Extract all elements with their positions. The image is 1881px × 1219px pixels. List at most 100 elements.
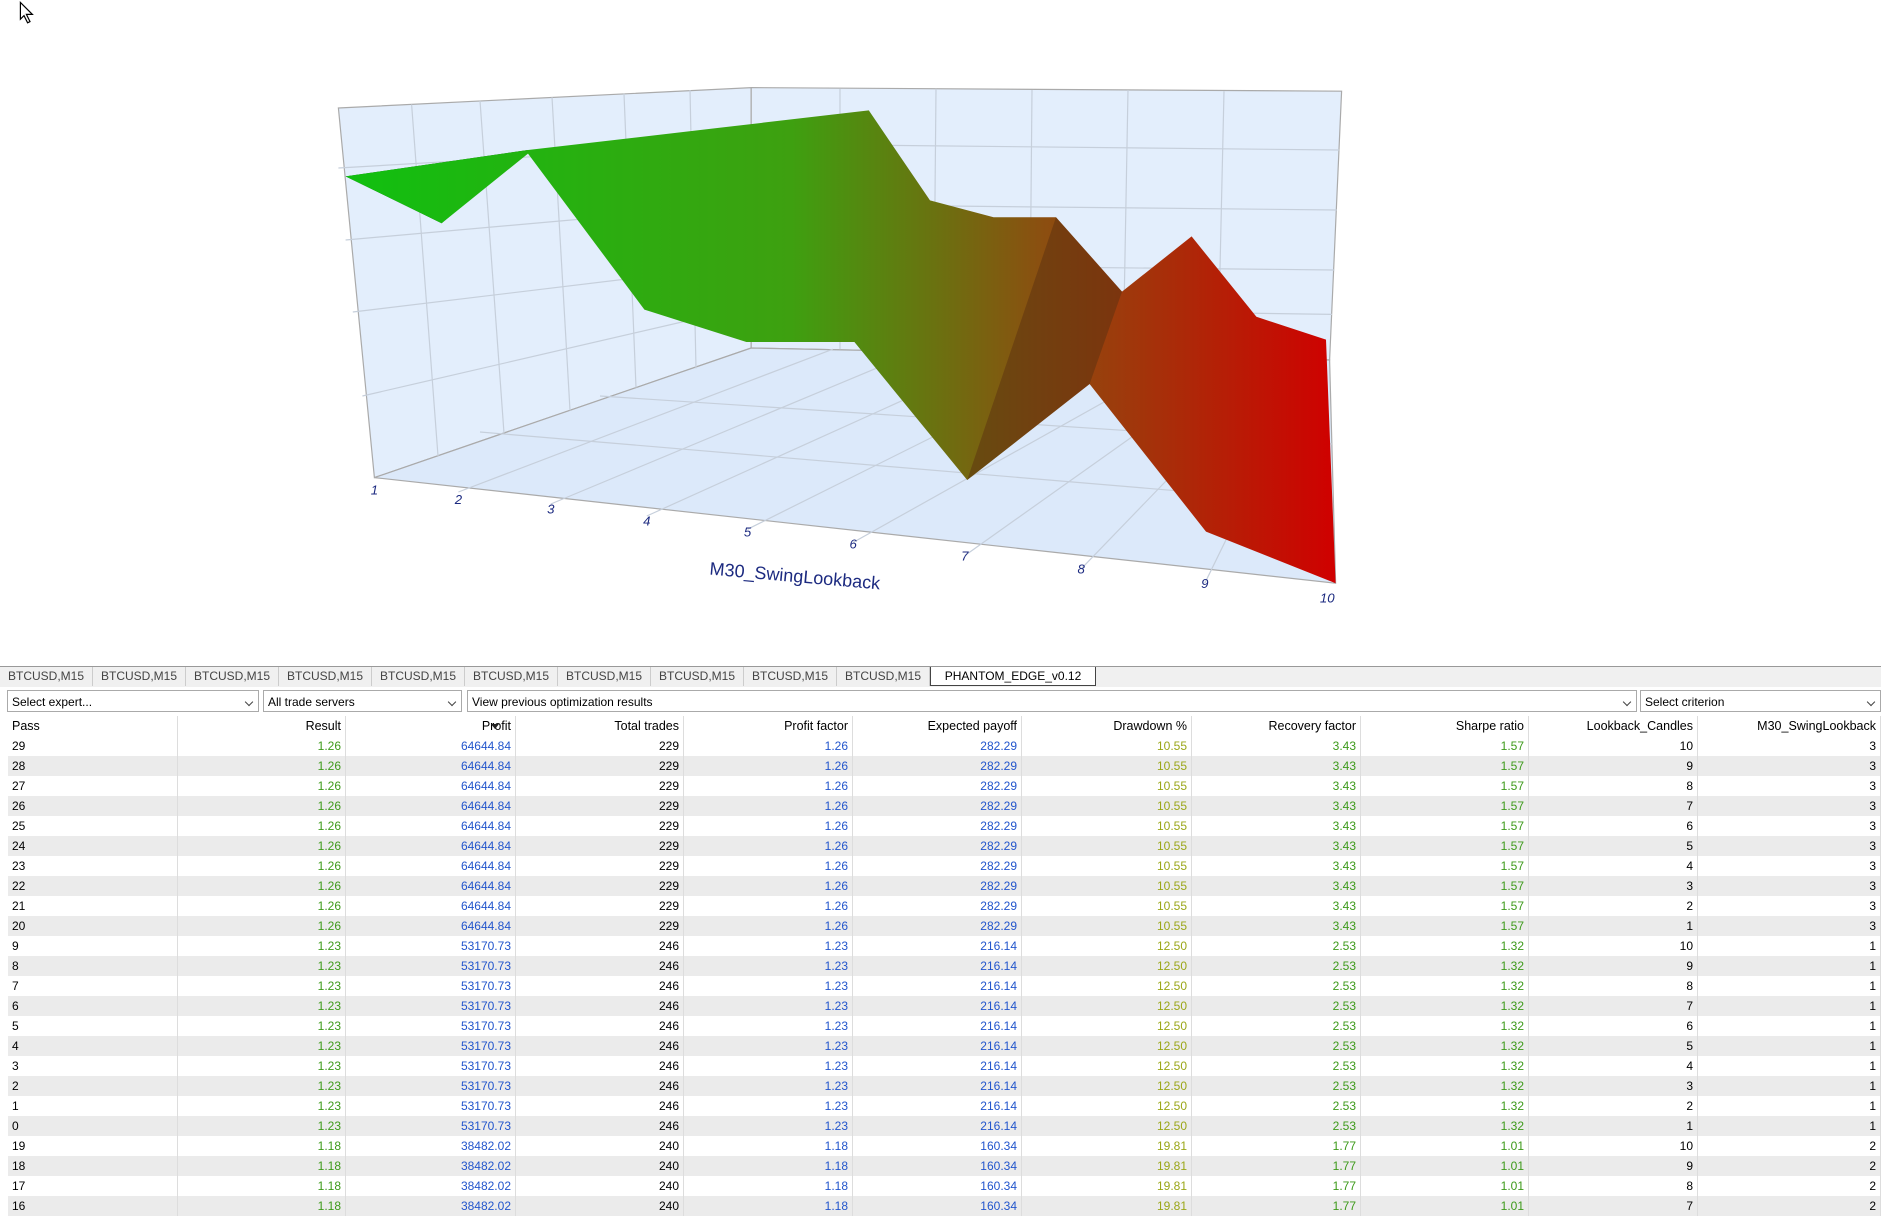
cell: 27 xyxy=(8,776,178,796)
cell: 2.53 xyxy=(1192,1076,1361,1096)
cell: 19.81 xyxy=(1022,1156,1192,1176)
cell: 9 xyxy=(1529,956,1698,976)
column-header[interactable]: Profit xyxy=(346,716,516,736)
table-row[interactable]: 22 1.26 64644.84 229 1.26 282.29 10.55 3.43 1.57… xyxy=(8,876,1881,896)
expert-select[interactable]: Select expert... xyxy=(7,690,259,712)
cell: 5 xyxy=(1529,1036,1698,1056)
table-row[interactable]: 26 1.26 64644.84 229 1.26 282.29 10.55 3.43 1.57… xyxy=(8,796,1881,816)
column-header[interactable]: M30_SwingLookback xyxy=(1698,716,1881,736)
tab[interactable]: BTCUSD,M15 xyxy=(186,667,279,686)
table-row[interactable]: 4 1.23 53170.73 246 1.23 216.14 12.50 2.53 1.32 5… xyxy=(8,1036,1881,1056)
table-row[interactable]: 27 1.26 64644.84 229 1.26 282.29 10.55 3.43 1.57… xyxy=(8,776,1881,796)
criterion-select[interactable]: Select criterion xyxy=(1640,690,1881,712)
cell: 216.14 xyxy=(853,1076,1022,1096)
tab[interactable]: BTCUSD,M15 xyxy=(651,667,744,686)
results-table: Pass Result Profit Total trades Profit facto… xyxy=(8,716,1881,1219)
cell: 1.26 xyxy=(684,796,853,816)
table-row[interactable]: 7 1.23 53170.73 246 1.23 216.14 12.50 2.53 1.32 8… xyxy=(8,976,1881,996)
tab[interactable]: BTCUSD,M15 xyxy=(279,667,372,686)
cell: 64644.84 xyxy=(346,856,516,876)
column-header[interactable]: Result xyxy=(178,716,346,736)
x-tick-label: 9 xyxy=(1201,576,1209,591)
surface-shade xyxy=(967,217,1122,481)
cell: 1.77 xyxy=(1192,1136,1361,1156)
column-header[interactable]: Lookback_Candles xyxy=(1529,716,1698,736)
table-row[interactable]: 16 1.18 38482.02 240 1.18 160.34 19.81 1.77 1.01… xyxy=(8,1196,1881,1216)
results-select[interactable]: View previous optimization results xyxy=(467,690,1637,712)
table-row[interactable]: 2 1.23 53170.73 246 1.23 216.14 12.50 2.53 1.32 3… xyxy=(8,1076,1881,1096)
cell: 229 xyxy=(516,916,684,936)
cell: 10.55 xyxy=(1022,836,1192,856)
cell: 3 xyxy=(1698,816,1881,836)
cell: 216.14 xyxy=(853,996,1022,1016)
cell: 26 xyxy=(8,796,178,816)
x-tick-label: 10 xyxy=(1320,590,1335,605)
cell: 53170.73 xyxy=(346,956,516,976)
server-select[interactable]: All trade servers xyxy=(263,690,462,712)
cell: 7 xyxy=(1529,1196,1698,1216)
column-header[interactable]: Sharpe ratio xyxy=(1361,716,1529,736)
column-header[interactable]: Expected payoff xyxy=(853,716,1022,736)
cell: 16 xyxy=(8,1196,178,1216)
cell: 3 xyxy=(1529,876,1698,896)
cell: 2 xyxy=(1529,896,1698,916)
table-row[interactable]: 23 1.26 64644.84 229 1.26 282.29 10.55 3.43 1.57… xyxy=(8,856,1881,876)
cell: 1.23 xyxy=(684,956,853,976)
cell: 5 xyxy=(8,1016,178,1036)
table-row[interactable]: 0 1.23 53170.73 246 1.23 216.14 12.50 2.53 1.32 1… xyxy=(8,1116,1881,1136)
table-row[interactable]: 18 1.18 38482.02 240 1.18 160.34 19.81 1.77 1.01… xyxy=(8,1156,1881,1176)
tab[interactable]: BTCUSD,M15 xyxy=(372,667,465,686)
table-row[interactable]: 1 1.23 53170.73 246 1.23 216.14 12.50 2.53 1.32 2… xyxy=(8,1096,1881,1116)
cell: 1.77 xyxy=(1192,1196,1361,1216)
cell: 0 xyxy=(8,1116,178,1136)
cell: 240 xyxy=(516,1176,684,1196)
tab[interactable]: BTCUSD,M15 xyxy=(0,667,93,686)
optimization-3d-chart: 1 2 3 4 5 6 7 8 9 10 M30_SwingLookback xyxy=(19,0,1343,605)
table-row[interactable]: 8 1.23 53170.73 246 1.23 216.14 12.50 2.53 1.32 9… xyxy=(8,956,1881,976)
cell: 1.23 xyxy=(178,1056,346,1076)
cell: 1.32 xyxy=(1361,1056,1529,1076)
column-header[interactable]: Total trades xyxy=(516,716,684,736)
column-header[interactable]: Drawdown % xyxy=(1022,716,1192,736)
cell: 3.43 xyxy=(1192,836,1361,856)
cell: 2.53 xyxy=(1192,956,1361,976)
table-row[interactable]: 25 1.26 64644.84 229 1.26 282.29 10.55 3.43 1.57… xyxy=(8,816,1881,836)
column-header[interactable]: Recovery factor xyxy=(1192,716,1361,736)
table-row[interactable]: 6 1.23 53170.73 246 1.23 216.14 12.50 2.53 1.32 7… xyxy=(8,996,1881,1016)
table-row[interactable]: 5 1.23 53170.73 246 1.23 216.14 12.50 2.53 1.32 6… xyxy=(8,1016,1881,1036)
table-row[interactable]: 17 1.18 38482.02 240 1.18 160.34 19.81 1.77 1.01… xyxy=(8,1176,1881,1196)
cell: 53170.73 xyxy=(346,976,516,996)
tab[interactable]: PHANTOM_EDGE_v0.12 xyxy=(930,667,1096,686)
cell: 10 xyxy=(1529,1136,1698,1156)
tab[interactable]: BTCUSD,M15 xyxy=(93,667,186,686)
table-row[interactable]: 3 1.23 53170.73 246 1.23 216.14 12.50 2.53 1.32 4… xyxy=(8,1056,1881,1076)
cell: 216.14 xyxy=(853,1096,1022,1116)
table-row[interactable]: 24 1.26 64644.84 229 1.26 282.29 10.55 3.43 1.57… xyxy=(8,836,1881,856)
tab[interactable]: BTCUSD,M15 xyxy=(558,667,651,686)
tab[interactable]: BTCUSD,M15 xyxy=(465,667,558,686)
cell: 240 xyxy=(516,1136,684,1156)
table-row[interactable]: 21 1.26 64644.84 229 1.26 282.29 10.55 3.43 1.57… xyxy=(8,896,1881,916)
table-row[interactable]: 20 1.26 64644.84 229 1.26 282.29 10.55 3.43 1.57… xyxy=(8,916,1881,936)
cell: 17 xyxy=(8,1176,178,1196)
cell: 8 xyxy=(1529,776,1698,796)
cell: 53170.73 xyxy=(346,1076,516,1096)
column-header[interactable]: Pass xyxy=(8,716,178,736)
cell: 282.29 xyxy=(853,876,1022,896)
tab[interactable]: BTCUSD,M15 xyxy=(744,667,837,686)
cell: 6 xyxy=(1529,816,1698,836)
column-header[interactable]: Profit factor xyxy=(684,716,853,736)
table-row[interactable]: 28 1.26 64644.84 229 1.26 282.29 10.55 3.43 1.57… xyxy=(8,756,1881,776)
cell: 282.29 xyxy=(853,816,1022,836)
cell: 216.14 xyxy=(853,1056,1022,1076)
table-row[interactable]: 19 1.18 38482.02 240 1.18 160.34 19.81 1.77 1.01… xyxy=(8,1136,1881,1156)
cell: 1.18 xyxy=(684,1176,853,1196)
table-row[interactable]: 9 1.23 53170.73 246 1.23 216.14 12.50 2.53 1.32 1… xyxy=(8,936,1881,956)
table-row[interactable]: 29 1.26 64644.84 229 1.26 282.29 10.55 3.43 1.57… xyxy=(8,736,1881,756)
cell: 3 xyxy=(1698,776,1881,796)
cell: 1.23 xyxy=(684,996,853,1016)
cell: 1.32 xyxy=(1361,1096,1529,1116)
cell: 12.50 xyxy=(1022,1036,1192,1056)
x-tick-label: 4 xyxy=(643,514,650,529)
tab[interactable]: BTCUSD,M15 xyxy=(837,667,930,686)
